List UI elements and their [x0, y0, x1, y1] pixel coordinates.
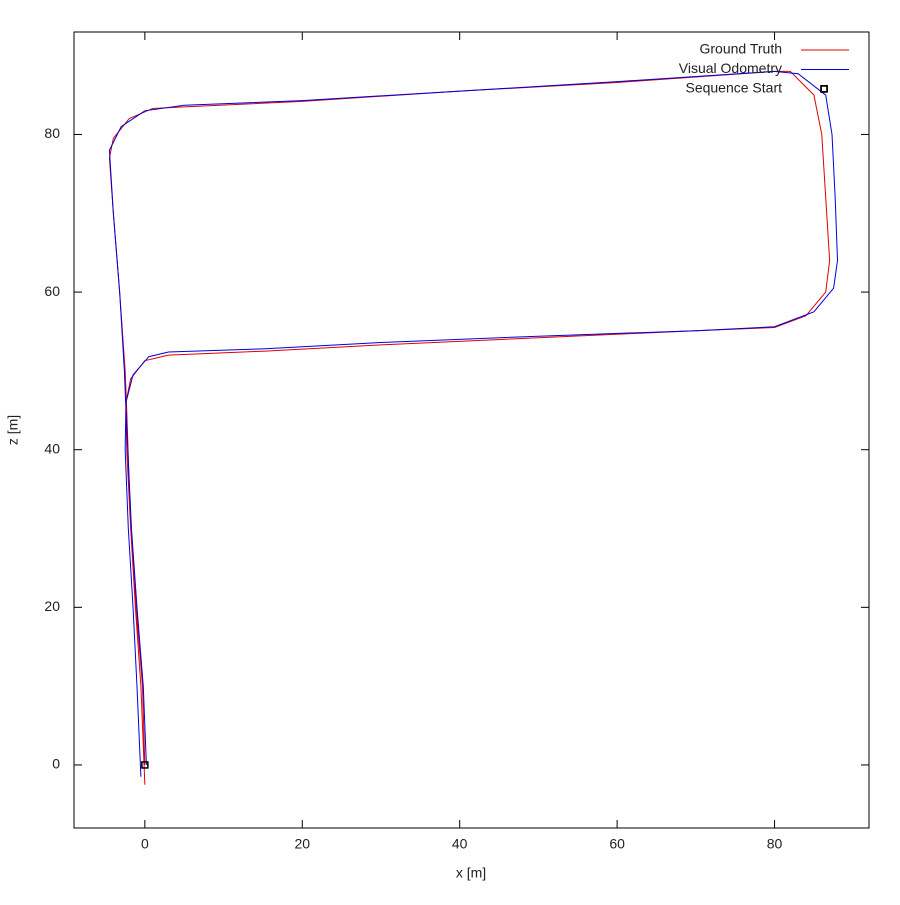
x-tick-label: 80 — [767, 836, 783, 852]
x-tick-label: 60 — [609, 836, 625, 852]
y-tick-label: 60 — [44, 283, 60, 299]
x-axis-label: x [m] — [456, 865, 486, 881]
y-axis-label: z [m] — [5, 415, 21, 445]
legend-swatch — [820, 85, 828, 93]
x-tick-label: 20 — [294, 836, 310, 852]
legend-label: Visual Odometry — [679, 60, 782, 76]
y-tick-label: 40 — [44, 440, 60, 456]
x-tick-label: 40 — [452, 836, 468, 852]
y-tick-label: 0 — [52, 756, 60, 772]
plot-frame — [73, 31, 870, 829]
trajectory-line — [108, 70, 839, 777]
legend-label: Ground Truth — [700, 41, 783, 57]
y-tick-label: 80 — [44, 125, 60, 141]
legend-label: Sequence Start — [685, 80, 782, 96]
x-tick-label: 0 — [141, 836, 149, 852]
y-tick-label: 20 — [44, 598, 60, 614]
start-marker — [141, 761, 149, 769]
